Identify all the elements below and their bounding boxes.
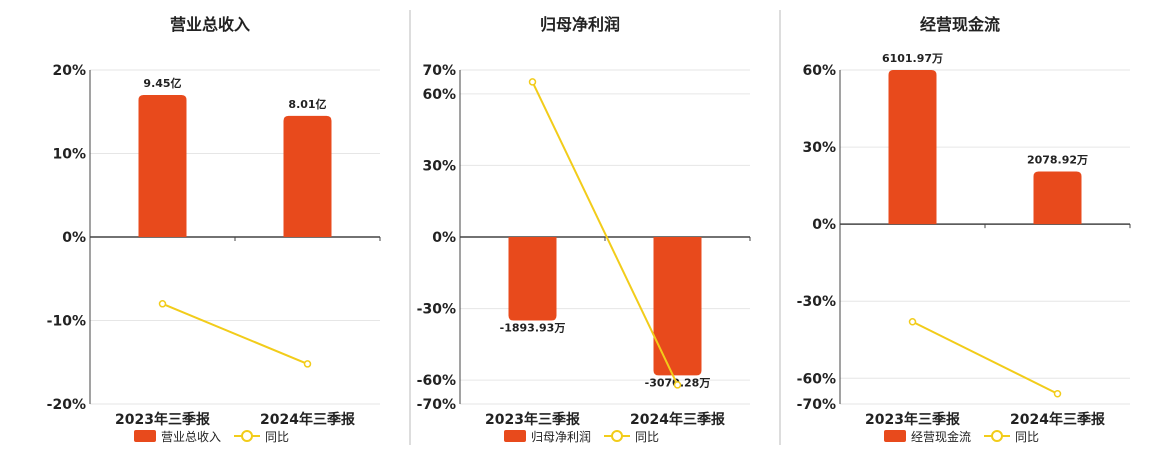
y-tick-label: -30% bbox=[417, 302, 456, 318]
y-tick-label: -60% bbox=[417, 373, 456, 389]
y-tick-label: 20% bbox=[52, 63, 86, 79]
legend-line-marker bbox=[991, 430, 1003, 442]
yoy-line bbox=[162, 302, 308, 365]
bar-data-label: 8.01亿 bbox=[288, 97, 326, 111]
bar bbox=[138, 95, 187, 237]
yoy-line bbox=[912, 320, 1058, 395]
y-tick-label: -20% bbox=[47, 397, 86, 413]
bar-data-label: -1893.93万 bbox=[500, 322, 566, 335]
x-category-label: 2023年三季报 bbox=[115, 411, 210, 428]
y-tick-label: -60% bbox=[797, 371, 836, 387]
chart-title: 营业总收入 bbox=[170, 15, 250, 34]
bar-data-label: 9.45亿 bbox=[143, 76, 181, 90]
y-tick-label: 60% bbox=[422, 87, 456, 103]
bar bbox=[508, 237, 557, 321]
y-tick-label: -70% bbox=[797, 397, 836, 413]
yoy-point bbox=[303, 360, 312, 368]
y-tick-label: 30% bbox=[802, 140, 836, 156]
y-tick-label: -30% bbox=[797, 294, 836, 310]
bar bbox=[888, 70, 937, 225]
y-tick-label: 10% bbox=[52, 147, 86, 163]
yoy-point bbox=[158, 300, 167, 308]
yoy-line bbox=[531, 81, 679, 386]
x-category-label: 2024年三季报 bbox=[260, 411, 355, 428]
x-category-label: 2024年三季报 bbox=[630, 411, 725, 428]
y-tick-label: 0% bbox=[432, 230, 456, 246]
bar bbox=[653, 237, 702, 376]
legend-bar-swatch bbox=[134, 430, 156, 442]
legend-bar-label: 营业总收入 bbox=[161, 430, 221, 444]
chart-panel-1: 营业总收入 -20% -10% 0% 10% 20% 9.45亿 8.01亿 2023年三季报 2… bbox=[47, 15, 381, 444]
bar bbox=[1033, 171, 1082, 225]
y-tick-label: -70% bbox=[417, 397, 456, 413]
legend-bar-swatch bbox=[884, 430, 906, 442]
chart-panel-2: 归母净利润-70%-60%-30%0%30%60%70%-1893.93万-30… bbox=[417, 15, 751, 444]
x-category-label: 2024年三季报 bbox=[1010, 411, 1105, 428]
legend-line-label: 同比 bbox=[635, 430, 659, 444]
legend-line-marker bbox=[611, 430, 623, 442]
yoy-point bbox=[673, 381, 682, 389]
bar-data-label: 6101.97万 bbox=[882, 52, 943, 65]
legend-line-label: 同比 bbox=[265, 430, 289, 444]
chart-panel-3: 经营现金流 -70% -60% -30% 0% 30% 60% 6101.97万 2078.92… bbox=[797, 15, 1131, 444]
y-tick-label: 0% bbox=[812, 217, 836, 233]
x-category-label: 2023年三季报 bbox=[865, 411, 960, 428]
legend-bar-label: 经营现金流 bbox=[911, 429, 971, 444]
legend-line-label: 同比 bbox=[1015, 430, 1039, 444]
y-tick-label: -10% bbox=[47, 314, 86, 330]
yoy-point bbox=[1053, 389, 1062, 398]
legend-line-marker bbox=[241, 430, 253, 442]
x-category-label: 2023年三季报 bbox=[485, 411, 580, 428]
chart-title: 经营现金流 bbox=[920, 15, 1000, 34]
y-tick-label: 30% bbox=[422, 158, 456, 174]
bar bbox=[283, 115, 332, 237]
y-tick-label: 60% bbox=[802, 63, 836, 79]
legend-bar-swatch bbox=[504, 430, 526, 442]
legend-bar-label: 归母净利润 bbox=[531, 430, 591, 444]
chart-title: 归母净利润 bbox=[540, 15, 620, 34]
bar-data-label: 2078.92万 bbox=[1027, 153, 1088, 166]
yoy-point bbox=[528, 78, 537, 86]
y-tick-label: 0% bbox=[62, 230, 86, 246]
yoy-point bbox=[908, 318, 917, 326]
y-tick-label: 70% bbox=[422, 63, 456, 79]
